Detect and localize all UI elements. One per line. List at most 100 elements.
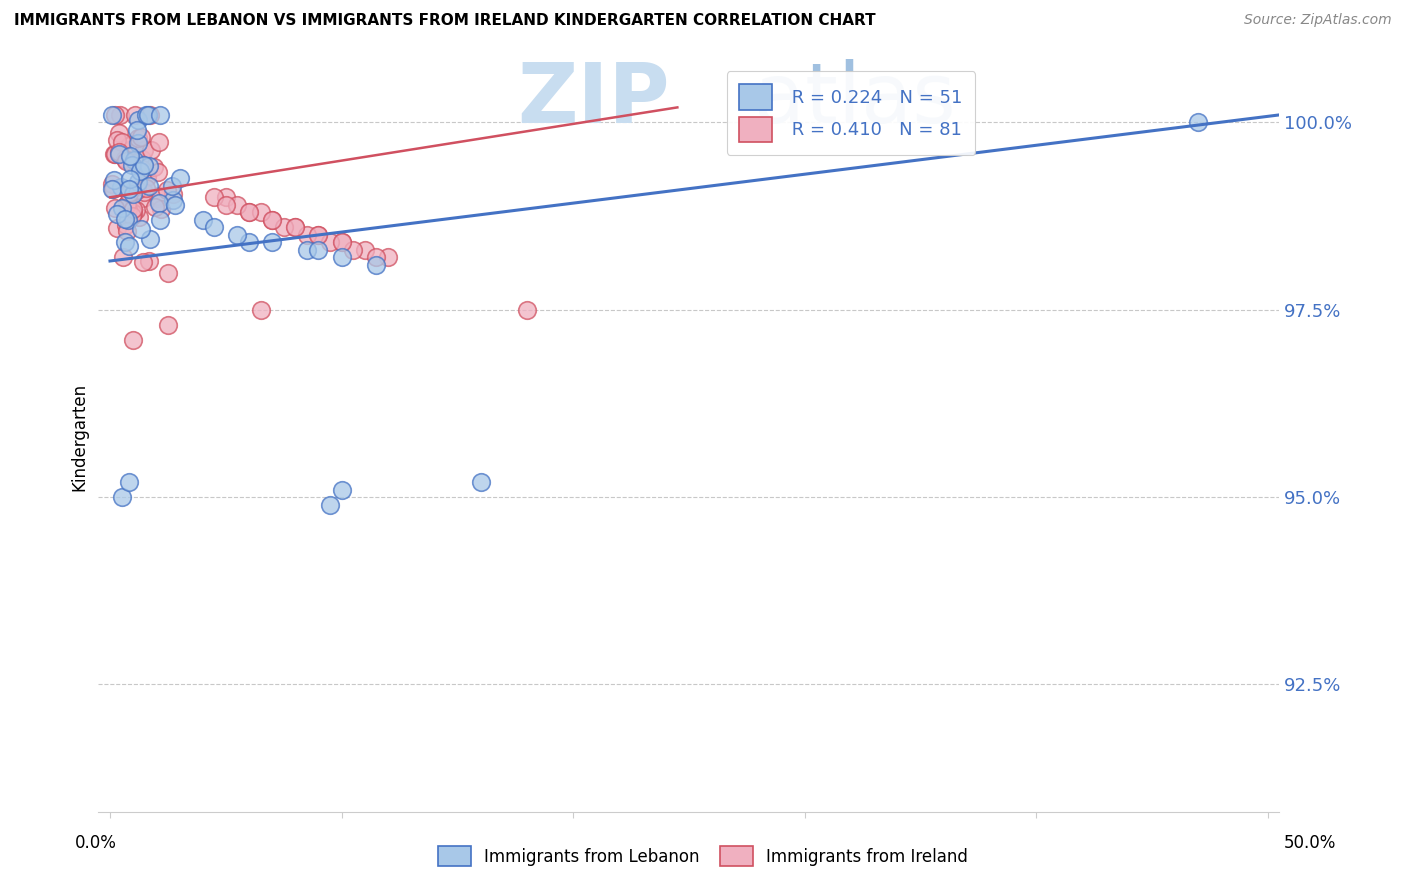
- Point: [111, 201, 134, 215]
- Point: [202, 220, 225, 235]
- Point: [105, 221, 128, 235]
- Text: ZIP: ZIP: [517, 59, 671, 140]
- Point: [132, 191, 155, 205]
- Point: [215, 190, 238, 204]
- Point: [470, 475, 492, 489]
- Point: [156, 318, 179, 332]
- Point: [1187, 115, 1209, 129]
- Point: [117, 202, 139, 217]
- Point: [148, 196, 170, 211]
- Point: [107, 146, 129, 161]
- Point: [139, 232, 162, 246]
- Point: [121, 143, 143, 157]
- Point: [127, 131, 149, 145]
- Point: [249, 302, 271, 317]
- Point: [120, 187, 142, 202]
- Point: [330, 235, 353, 250]
- Point: [377, 250, 399, 264]
- Point: [131, 162, 153, 177]
- Point: [105, 133, 128, 147]
- Point: [238, 205, 260, 219]
- Point: [108, 145, 131, 160]
- Point: [273, 220, 295, 235]
- Point: [146, 165, 169, 179]
- Point: [127, 183, 149, 197]
- Point: [295, 243, 318, 257]
- Point: [169, 171, 191, 186]
- Point: [114, 212, 136, 227]
- Point: [122, 333, 145, 347]
- Point: [104, 202, 127, 216]
- Point: [115, 224, 138, 238]
- Point: [107, 127, 129, 141]
- Point: [118, 171, 141, 186]
- Point: [262, 212, 284, 227]
- Point: [127, 113, 149, 128]
- Point: [110, 180, 132, 194]
- Point: [149, 212, 172, 227]
- Point: [143, 160, 166, 174]
- Text: 50.0%: 50.0%: [1284, 834, 1337, 852]
- Point: [162, 193, 184, 207]
- Point: [330, 250, 353, 264]
- Point: [129, 130, 152, 145]
- Text: IMMIGRANTS FROM LEBANON VS IMMIGRANTS FROM IRELAND KINDERGARTEN CORRELATION CHAR: IMMIGRANTS FROM LEBANON VS IMMIGRANTS FR…: [14, 13, 876, 29]
- Point: [138, 179, 160, 194]
- Point: [124, 108, 146, 122]
- Point: [135, 108, 157, 122]
- Point: [125, 123, 148, 137]
- Point: [295, 227, 318, 242]
- Point: [121, 187, 143, 202]
- Point: [122, 153, 145, 168]
- Point: [121, 209, 143, 223]
- Point: [122, 202, 145, 217]
- Point: [129, 164, 152, 178]
- Point: [330, 235, 353, 250]
- Point: [262, 235, 284, 250]
- Point: [103, 147, 125, 161]
- Point: [118, 149, 141, 163]
- Point: [163, 198, 186, 212]
- Point: [160, 179, 183, 194]
- Point: [103, 173, 125, 187]
- Point: [284, 220, 307, 235]
- Point: [149, 202, 172, 216]
- Point: [114, 235, 136, 250]
- Point: [146, 191, 169, 205]
- Point: [117, 475, 139, 489]
- Point: [139, 143, 162, 157]
- Point: [146, 189, 169, 203]
- Point: [136, 170, 159, 185]
- Point: [129, 221, 152, 235]
- Point: [226, 198, 249, 212]
- Point: [215, 198, 238, 212]
- Point: [105, 207, 128, 221]
- Point: [157, 266, 180, 280]
- Point: [262, 212, 284, 227]
- Legend:  R = 0.224   N = 51,  R = 0.410   N = 81: R = 0.224 N = 51, R = 0.410 N = 81: [727, 71, 976, 155]
- Point: [330, 483, 353, 497]
- Point: [149, 108, 172, 122]
- Point: [191, 212, 214, 227]
- Point: [249, 205, 271, 219]
- Point: [366, 250, 388, 264]
- Point: [108, 108, 131, 122]
- Y-axis label: Kindergarten: Kindergarten: [70, 383, 89, 491]
- Point: [117, 197, 139, 211]
- Point: [121, 206, 143, 220]
- Point: [112, 250, 135, 264]
- Point: [117, 139, 139, 153]
- Text: atlas: atlas: [754, 59, 956, 140]
- Point: [128, 210, 150, 224]
- Point: [307, 243, 329, 257]
- Point: [118, 239, 141, 253]
- Point: [101, 182, 124, 196]
- Point: [138, 159, 160, 173]
- Point: [366, 258, 388, 272]
- Point: [131, 152, 153, 166]
- Point: [121, 158, 143, 172]
- Point: [148, 135, 170, 149]
- Point: [124, 202, 146, 217]
- Point: [353, 243, 375, 257]
- Point: [319, 235, 342, 250]
